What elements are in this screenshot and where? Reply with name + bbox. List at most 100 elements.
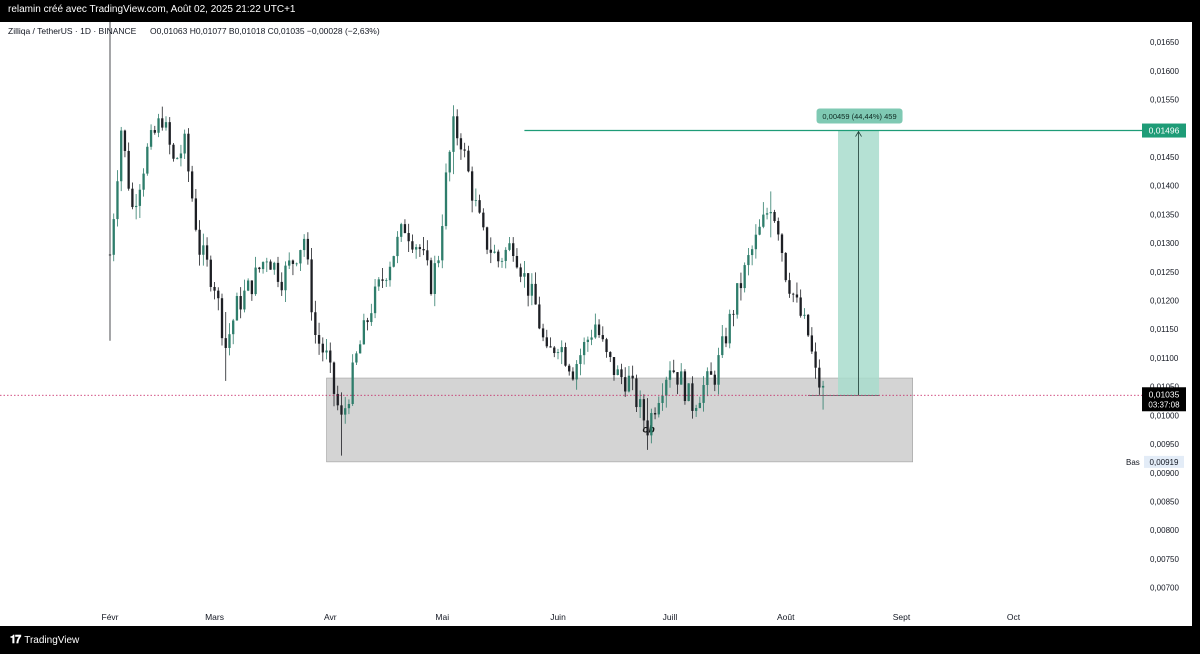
candle-body[interactable]: [157, 118, 160, 133]
candle-body[interactable]: [358, 344, 362, 354]
price-chart[interactable]: ob0,00459 (44,44%) 459 0,016500,016000,0…: [0, 22, 1192, 626]
candle-body[interactable]: [568, 365, 571, 372]
candle-body[interactable]: [470, 171, 474, 201]
candle-body[interactable]: [373, 286, 377, 314]
candle-body[interactable]: [765, 213, 769, 215]
candle-body[interactable]: [243, 290, 246, 310]
candle-body[interactable]: [661, 395, 664, 403]
candle-body[interactable]: [616, 369, 619, 376]
candle-body[interactable]: [788, 280, 791, 294]
candle-body[interactable]: [306, 238, 310, 260]
candle-body[interactable]: [545, 337, 548, 347]
candle-body[interactable]: [650, 413, 653, 436]
candle-body[interactable]: [635, 378, 638, 408]
ob-zone-box[interactable]: [326, 377, 913, 463]
candle-body[interactable]: [250, 280, 254, 295]
candle-body[interactable]: [571, 371, 575, 380]
candle-body[interactable]: [120, 130, 123, 182]
candle-body[interactable]: [762, 214, 765, 227]
candle-body[interactable]: [276, 262, 280, 282]
candle-body[interactable]: [803, 314, 806, 316]
candle-body[interactable]: [478, 200, 481, 213]
candle-body[interactable]: [362, 320, 366, 345]
candle-body[interactable]: [459, 138, 463, 150]
candle-body[interactable]: [687, 383, 690, 402]
candle-body[interactable]: [448, 151, 451, 173]
candle-body[interactable]: [131, 188, 134, 208]
candle-body[interactable]: [291, 260, 295, 264]
candle-body[interactable]: [519, 267, 522, 277]
candle-body[interactable]: [220, 298, 224, 339]
candle-body[interactable]: [821, 385, 825, 388]
candle-body[interactable]: [351, 362, 354, 404]
candle-body[interactable]: [246, 280, 250, 291]
candle-body[interactable]: [590, 337, 593, 340]
candle-body[interactable]: [441, 226, 444, 261]
candle-body[interactable]: [344, 408, 347, 415]
candle-body[interactable]: [743, 265, 746, 289]
candle-body[interactable]: [299, 250, 302, 264]
candle-body[interactable]: [795, 294, 799, 298]
candle-body[interactable]: [754, 234, 758, 250]
candle-body[interactable]: [485, 227, 489, 250]
candle-body[interactable]: [694, 407, 698, 411]
tradingview-brand[interactable]: 𝟏𝟕 TradingView: [10, 634, 79, 647]
candle-body[interactable]: [414, 247, 418, 250]
candle-body[interactable]: [336, 393, 339, 406]
candle-body[interactable]: [575, 364, 578, 380]
candle-body[interactable]: [810, 335, 814, 352]
candle-body[interactable]: [149, 130, 153, 147]
candle-body[interactable]: [146, 146, 149, 174]
candle-body[interactable]: [631, 375, 634, 379]
candle-body[interactable]: [601, 335, 604, 340]
candle-body[interactable]: [452, 116, 455, 152]
candle-body[interactable]: [646, 420, 649, 436]
candle-body[interactable]: [683, 371, 687, 402]
candle-body[interactable]: [597, 324, 601, 336]
candle-body[interactable]: [138, 189, 142, 206]
candle-body[interactable]: [680, 371, 683, 385]
candle-body[interactable]: [758, 226, 761, 235]
candle-body[interactable]: [668, 370, 672, 380]
candle-body[interactable]: [556, 352, 560, 354]
candle-body[interactable]: [818, 367, 821, 388]
candle-body[interactable]: [190, 171, 194, 199]
candle-body[interactable]: [769, 211, 772, 214]
candle-body[interactable]: [747, 255, 750, 266]
candle-body[interactable]: [560, 347, 563, 353]
candle-body[interactable]: [750, 249, 754, 256]
candle-body[interactable]: [232, 320, 235, 335]
candle-body[interactable]: [422, 249, 425, 251]
candle-body[interactable]: [582, 342, 586, 356]
candle-body[interactable]: [347, 403, 351, 409]
candle-body[interactable]: [594, 324, 597, 338]
candle-body[interactable]: [123, 130, 127, 151]
candle-body[interactable]: [273, 262, 276, 270]
candle-body[interactable]: [624, 377, 627, 392]
candle-body[interactable]: [269, 261, 272, 270]
candle-body[interactable]: [474, 200, 478, 201]
candle-body[interactable]: [355, 353, 358, 363]
candle-body[interactable]: [164, 122, 168, 128]
candle-body[interactable]: [142, 173, 145, 190]
candle-body[interactable]: [411, 241, 414, 250]
candle-body[interactable]: [381, 279, 384, 281]
candle-body[interactable]: [235, 296, 239, 321]
candle-body[interactable]: [400, 224, 403, 237]
candle-body[interactable]: [370, 313, 373, 323]
candle-body[interactable]: [526, 273, 530, 296]
candle-body[interactable]: [721, 336, 724, 356]
candle-body[interactable]: [672, 370, 675, 373]
candle-body[interactable]: [183, 133, 186, 154]
candle-body[interactable]: [691, 383, 694, 411]
candle-body[interactable]: [433, 263, 436, 294]
candle-body[interactable]: [515, 256, 519, 268]
candle-body[interactable]: [773, 211, 776, 222]
candle-body[interactable]: [377, 279, 380, 287]
candle-body[interactable]: [116, 181, 119, 220]
candle-body[interactable]: [295, 263, 298, 265]
candle-body[interactable]: [187, 133, 190, 172]
candle-body[interactable]: [504, 249, 507, 261]
candle-body[interactable]: [500, 260, 504, 262]
candle-body[interactable]: [728, 313, 731, 344]
